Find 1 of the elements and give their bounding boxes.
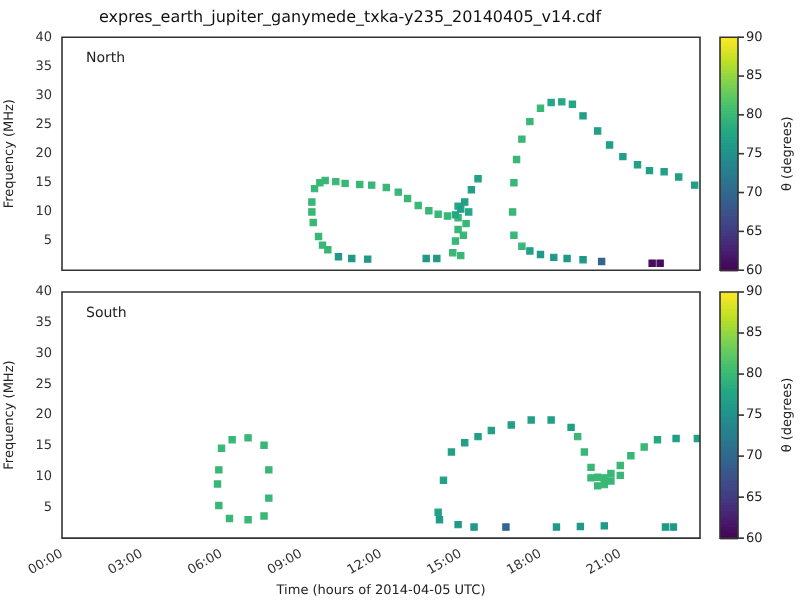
chart-title: expres_earth_jupiter_ganymede_txka-y235_20140405_v14.cdf bbox=[98, 7, 602, 26]
